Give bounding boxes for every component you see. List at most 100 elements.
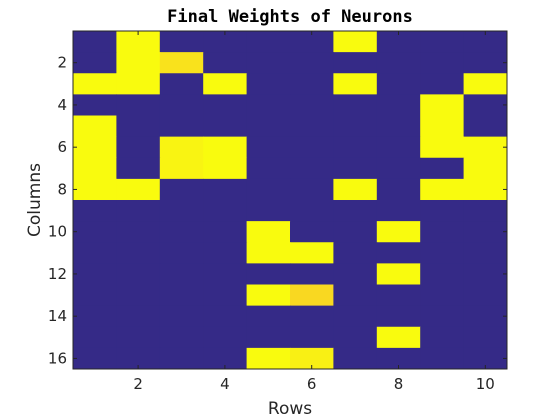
heatmap-cell [203,94,248,116]
heatmap-cell [333,263,378,285]
heatmap-cell [73,73,117,95]
heatmap-cell [333,242,378,264]
heatmap-cell [159,263,204,285]
heatmap-cell [376,73,421,95]
heatmap-cell [159,200,204,222]
x-tick-label: 2 [133,375,143,393]
y-tick-label: 2 [57,54,67,72]
y-tick-label: 10 [48,223,67,241]
heatmap-cell [73,157,117,180]
heatmap-cell [333,284,378,307]
y-tick-label: 6 [57,138,67,156]
heatmap-cell [246,284,291,307]
heatmap-cell [376,263,421,285]
heatmap-cell [333,347,378,370]
y-tick-label: 14 [48,307,67,325]
y-tick-label: 12 [48,265,67,283]
heatmap-cell [463,200,508,222]
heatmap-cell [376,305,421,328]
heatmap-cell [73,326,117,349]
heatmap-cell [290,200,334,222]
heatmap-cell [463,73,508,95]
x-tick-label: 10 [476,375,495,393]
heatmap-cell [290,157,334,180]
heatmap-cell [420,178,465,201]
heatmap-cell [333,326,378,349]
heatmap-cell [420,347,465,370]
heatmap-cell [463,305,508,328]
heatmap-cell [376,178,421,201]
heatmap-cell [333,305,378,328]
heatmap-cell [116,284,161,307]
plot-frame [72,30,508,370]
heatmap-cell [463,221,508,243]
heatmap-cell [246,326,291,349]
heatmap-cell [420,136,465,159]
heatmap-cell [420,221,465,243]
heatmap-cell [203,284,248,307]
heatmap-cell [116,94,161,116]
heatmap-cell [463,157,508,180]
heatmap-cell [290,284,334,307]
heatmap-cell [290,347,334,370]
heatmap-cell [376,242,421,264]
heatmap-cell [290,31,334,53]
heatmap-cell [420,73,465,95]
y-axis-title: Columns [25,163,45,237]
heatmap-cell [290,136,334,159]
heatmap-cell [420,31,465,53]
heatmap-cell [290,115,334,138]
heatmap-cell [246,178,291,201]
heatmap-cell [420,305,465,328]
heatmap-cell [376,136,421,159]
heatmap-cell [246,31,291,53]
heatmap-cell [246,94,291,116]
heatmap-cell [203,221,248,243]
x-tick-label: 6 [307,375,317,393]
heatmap-cell [246,347,291,370]
heatmap-cell [463,52,508,74]
heatmap-cell [246,263,291,285]
heatmap-cell [159,178,204,201]
heatmap-cell [290,242,334,264]
heatmap-cell [290,326,334,349]
heatmap-cell [290,263,334,285]
heatmap-cell [290,52,334,74]
heatmap-cell [420,263,465,285]
heatmap-cell [73,284,117,307]
x-tick-label: 8 [394,375,404,393]
heatmap-cell [463,326,508,349]
heatmap-cell [246,157,291,180]
heatmap-cell [159,73,204,95]
heatmap-cell [203,136,248,159]
heatmap-cell [116,115,161,138]
x-tick-label: 4 [220,375,230,393]
chart-title: Final Weights of Neurons [167,7,413,27]
heatmap-cell [246,305,291,328]
heatmap-cell [203,263,248,285]
heatmap-cell [203,178,248,201]
heatmap-cell [463,94,508,116]
heatmap-cell [420,284,465,307]
heatmap-cell [420,52,465,74]
heatmap-cell [290,73,334,95]
heatmap-cell [159,157,204,180]
heatmap-cell [203,115,248,138]
heatmap-cell [463,115,508,138]
heatmap-cell [333,31,378,53]
heatmap-cell [376,115,421,138]
heatmap-cell [463,284,508,307]
heatmap-cell [246,200,291,222]
heatmap-cell [376,52,421,74]
heatmap-cell [420,200,465,222]
heatmap-cell [290,221,334,243]
heatmap-cell [333,115,378,138]
heatmap-cell [420,94,465,116]
heatmap-cell [463,136,508,159]
heatmap-cell [333,136,378,159]
heatmap-cell [116,305,161,328]
heatmap-cell [290,305,334,328]
heatmap-cell [203,157,248,180]
heatmap-cell [333,221,378,243]
heatmap-cell [420,115,465,138]
